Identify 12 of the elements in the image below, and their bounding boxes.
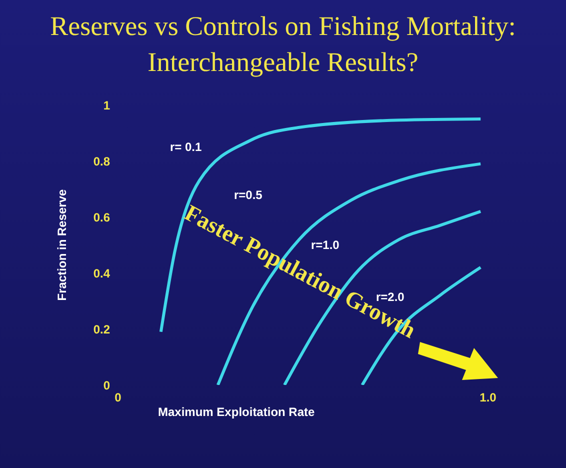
y-tick-label: 0 bbox=[103, 378, 110, 392]
y-axis-title: Fraction in Reserve bbox=[55, 189, 69, 301]
y-tick-label: 0.2 bbox=[93, 322, 110, 336]
y-tick-label: 0.6 bbox=[93, 210, 110, 224]
y-tick-label: 0.4 bbox=[93, 266, 110, 280]
annotation: r=0.5 bbox=[234, 188, 262, 202]
y-tick-label: 0.8 bbox=[93, 154, 110, 168]
y-tick-label: 1 bbox=[103, 98, 110, 112]
x-axis-title: Maximum Exploitation Rate bbox=[158, 405, 315, 419]
chart-title: Reserves vs Controls on Fishing Mortality: Interchangeable Results? bbox=[49, 10, 517, 79]
x-tick-label: 1.0 bbox=[480, 390, 497, 405]
annotation: r= 0.1 bbox=[170, 140, 202, 154]
